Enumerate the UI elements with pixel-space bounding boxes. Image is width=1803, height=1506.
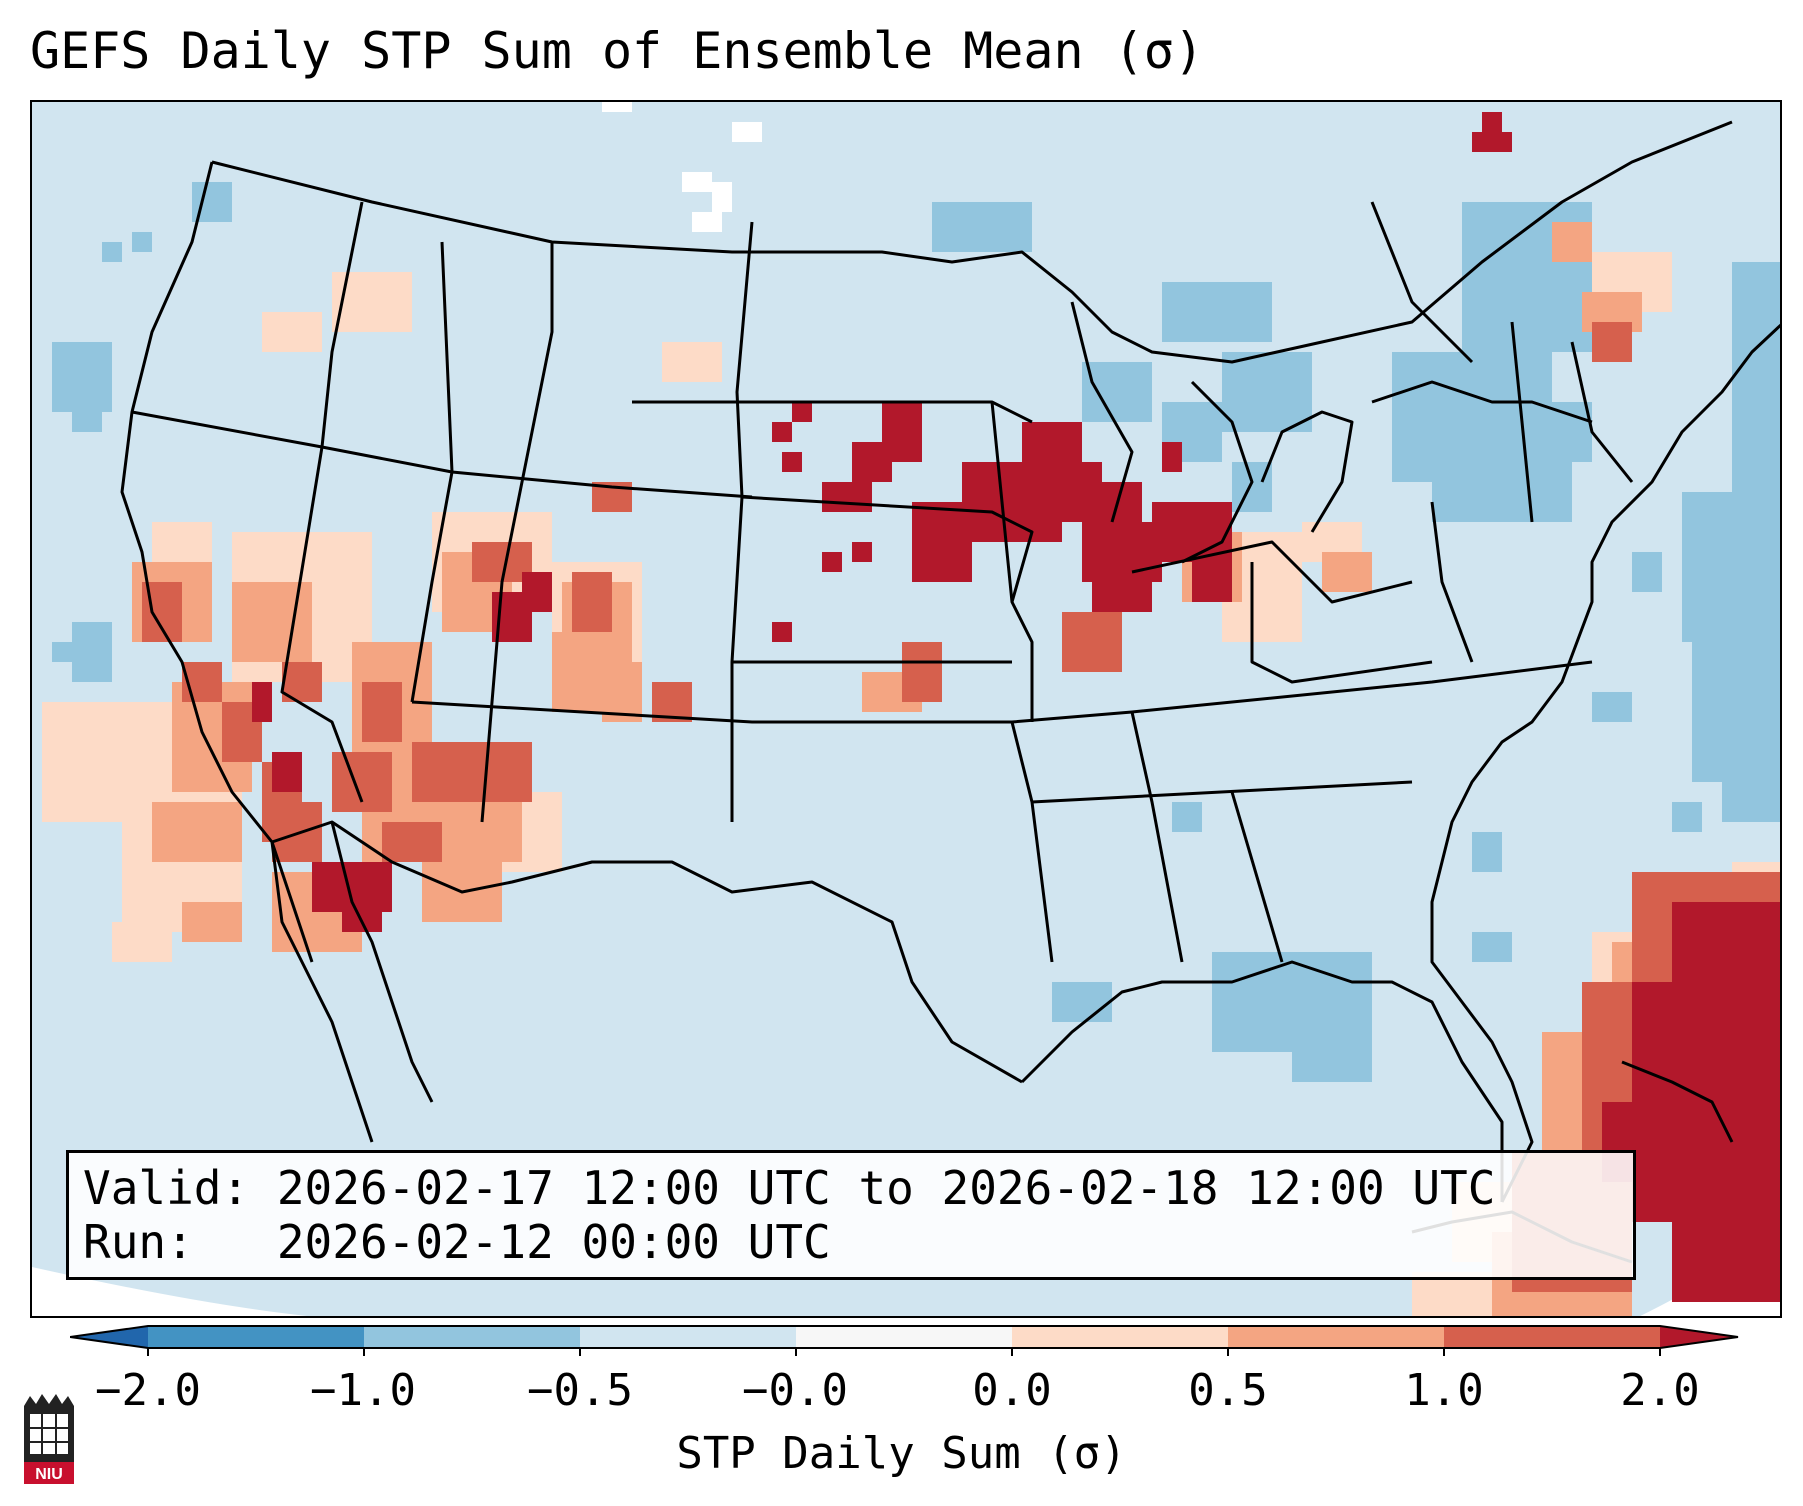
colorbar-segment xyxy=(1444,1326,1661,1348)
tick-label: 1.0 xyxy=(1404,1365,1484,1416)
neutral-cells xyxy=(602,102,762,232)
tick-label: −1.0 xyxy=(310,1365,416,1416)
stp-anomaly-map xyxy=(32,102,1780,1316)
boundary-lines xyxy=(120,120,1780,1264)
niu-logo: NIU xyxy=(24,1394,74,1484)
colorbar-extend-max xyxy=(1660,1326,1738,1348)
colorbar-segment xyxy=(364,1326,581,1348)
tick-label: −2.0 xyxy=(95,1365,201,1416)
tick-label: −0.5 xyxy=(527,1365,633,1416)
colorbar-segment xyxy=(796,1326,1013,1348)
valid-time-line: Valid: 2026-02-17 12:00 UTC to 2026-02-1… xyxy=(83,1161,1496,1215)
colorbar-segment xyxy=(580,1326,797,1348)
map-panel xyxy=(30,100,1782,1318)
colorbar-segment xyxy=(1012,1326,1229,1348)
colorbar-extend-min xyxy=(70,1326,148,1348)
tick-label: 0.5 xyxy=(1188,1365,1268,1416)
colorbar xyxy=(70,1325,1739,1356)
tick-label: 0.0 xyxy=(972,1365,1052,1416)
tick-label: −0.0 xyxy=(742,1365,848,1416)
validity-info-box: Valid: 2026-02-17 12:00 UTC to 2026-02-1… xyxy=(66,1150,1636,1280)
tick-label: 2.0 xyxy=(1620,1365,1700,1416)
logo-text: NIU xyxy=(35,1466,63,1483)
map-title: GEFS Daily STP Sum of Ensemble Mean (σ) xyxy=(30,22,1204,80)
colorbar-ticks: −2.0 −1.0 −0.5 −0.0 0.0 0.5 1.0 2.0 xyxy=(0,1365,1803,1425)
colorbar-label: STP Daily Sum (σ) xyxy=(676,1428,1127,1479)
positive-extreme-cells xyxy=(252,112,1780,1302)
run-time-line: Run: 2026-02-12 00:00 UTC xyxy=(83,1215,831,1269)
colorbar-segment xyxy=(1228,1326,1445,1348)
colorbar-segment xyxy=(148,1326,365,1348)
